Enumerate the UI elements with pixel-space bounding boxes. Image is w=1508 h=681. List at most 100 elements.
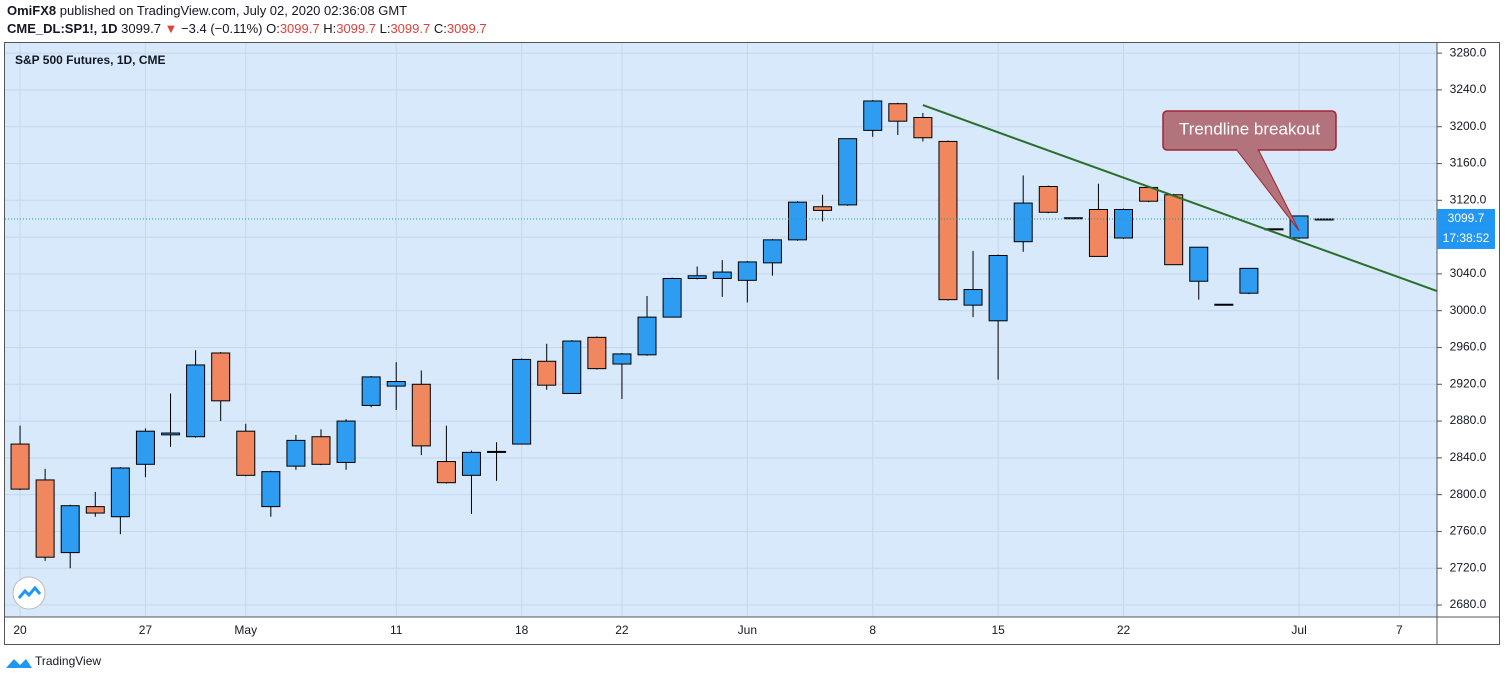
candle-body (85, 506, 105, 514)
y-tick-label: 2720.0 (1450, 560, 1487, 574)
candle-body (1214, 303, 1234, 306)
candle-body (186, 364, 206, 438)
symbol-line: CME_DL:SP1!, 1D 3099.7 ▼ −3.4 (−0.11%) O… (7, 21, 487, 36)
candle-body (512, 358, 532, 445)
y-tick-label: 2840.0 (1450, 450, 1487, 464)
x-tick-label: 11 (390, 623, 403, 637)
candle-body (712, 271, 732, 279)
ohlc-label: L: (380, 21, 391, 36)
x-tick-label: 22 (615, 623, 629, 637)
y-tick-label: 3160.0 (1450, 156, 1487, 170)
ohlc-label: H: (323, 21, 336, 36)
candle-body (461, 451, 481, 476)
candle-body (336, 420, 356, 463)
candle-body (737, 261, 757, 281)
y-tick-label: 3000.0 (1450, 303, 1487, 317)
candle-body (938, 140, 958, 301)
y-tick-label: 3120.0 (1450, 192, 1487, 206)
ohlc-value: 3099.7 (447, 21, 487, 36)
ohlc-value: 3099.7 (336, 21, 376, 36)
x-tick-label: 7 (1396, 623, 1403, 637)
ohlc-label: C: (434, 21, 447, 36)
candle-body (562, 340, 582, 394)
candle-body (662, 277, 682, 318)
header-line: OmiFX8 published on TradingView.com, Jul… (7, 3, 407, 18)
y-tick-label: 2920.0 (1450, 376, 1487, 390)
y-tick-label: 2960.0 (1450, 340, 1487, 354)
y-tick-label: 3280.0 (1450, 45, 1487, 59)
y-tick-label: 2800.0 (1450, 487, 1487, 501)
y-tick-label: 3240.0 (1450, 82, 1487, 96)
author: OmiFX8 (7, 3, 56, 18)
candle-body (687, 275, 707, 279)
x-tick-label: 20 (13, 623, 27, 637)
x-tick-label: 15 (991, 623, 1005, 637)
candle-body (110, 467, 130, 518)
callout-seam (1237, 148, 1258, 151)
frame (4, 42, 1500, 645)
y-tick-label: 3200.0 (1450, 119, 1487, 133)
candle-body (487, 450, 507, 453)
price-badge (1437, 208, 1495, 229)
candle-body (838, 138, 858, 206)
ohlc-value: 3099.7 (280, 21, 320, 36)
candle-body (211, 352, 231, 402)
logo-badge (12, 576, 46, 610)
y-tick-label: 3040.0 (1450, 266, 1487, 280)
x-tick-label: 8 (869, 623, 876, 637)
candle-body (1164, 194, 1184, 266)
candle-body (1239, 267, 1259, 294)
candle-body (10, 443, 30, 490)
x-tick-label: 18 (515, 623, 529, 637)
x-tick-label: May (234, 623, 257, 637)
candle-body (60, 505, 80, 554)
candle-body (913, 117, 933, 139)
candle-body (261, 471, 281, 508)
y-tick-label: 2760.0 (1450, 524, 1487, 538)
candle-body (1114, 208, 1134, 239)
x-tick-label: 22 (1117, 623, 1131, 637)
candle-body (787, 201, 807, 241)
candle-body (1088, 208, 1108, 257)
candle-body (888, 103, 908, 122)
candle-body (361, 376, 381, 406)
arrow: ▼ (165, 21, 178, 36)
change: −3.4 (−0.11%) (181, 21, 262, 36)
last: 3099.7 (121, 21, 161, 36)
candle-body (813, 206, 833, 211)
candle-body (537, 360, 557, 386)
x-tick-label: Jul (1291, 623, 1306, 637)
y-tick-label: 2680.0 (1450, 597, 1487, 611)
ohlc-label: O: (266, 21, 280, 36)
legend: S&P 500 Futures, 1D, CME (15, 53, 166, 67)
candle-body (286, 439, 306, 467)
candle-body (863, 100, 883, 131)
trendline (922, 104, 1438, 293)
candle-body (1314, 218, 1334, 221)
candle-body (35, 479, 55, 558)
candle-body (612, 353, 632, 365)
timer-badge (1437, 228, 1495, 249)
candle-body (386, 381, 406, 387)
symbol: CME_DL:SP1!, 1D (7, 21, 118, 36)
candle-body (637, 316, 657, 356)
footer: TradingView (35, 654, 101, 668)
x-tick-label: Jun (738, 623, 757, 637)
candle-body (1038, 186, 1058, 213)
candle-body (411, 383, 431, 447)
candle-body (963, 289, 983, 306)
candle-body (236, 430, 256, 476)
callout-text: Trendline breakout (1179, 119, 1320, 138)
candle-body (762, 239, 782, 264)
ohlc-value: 3099.7 (390, 21, 430, 36)
candle-body (1189, 246, 1209, 282)
candle-body (587, 336, 607, 370)
candle-body (1013, 202, 1033, 243)
footer-logo (6, 659, 32, 668)
candle-body (311, 436, 331, 465)
candle-body (161, 432, 181, 436)
y-tick-label: 2880.0 (1450, 413, 1487, 427)
candle-body (135, 430, 155, 465)
published: published on TradingView.com, July 02, 2… (60, 3, 407, 18)
